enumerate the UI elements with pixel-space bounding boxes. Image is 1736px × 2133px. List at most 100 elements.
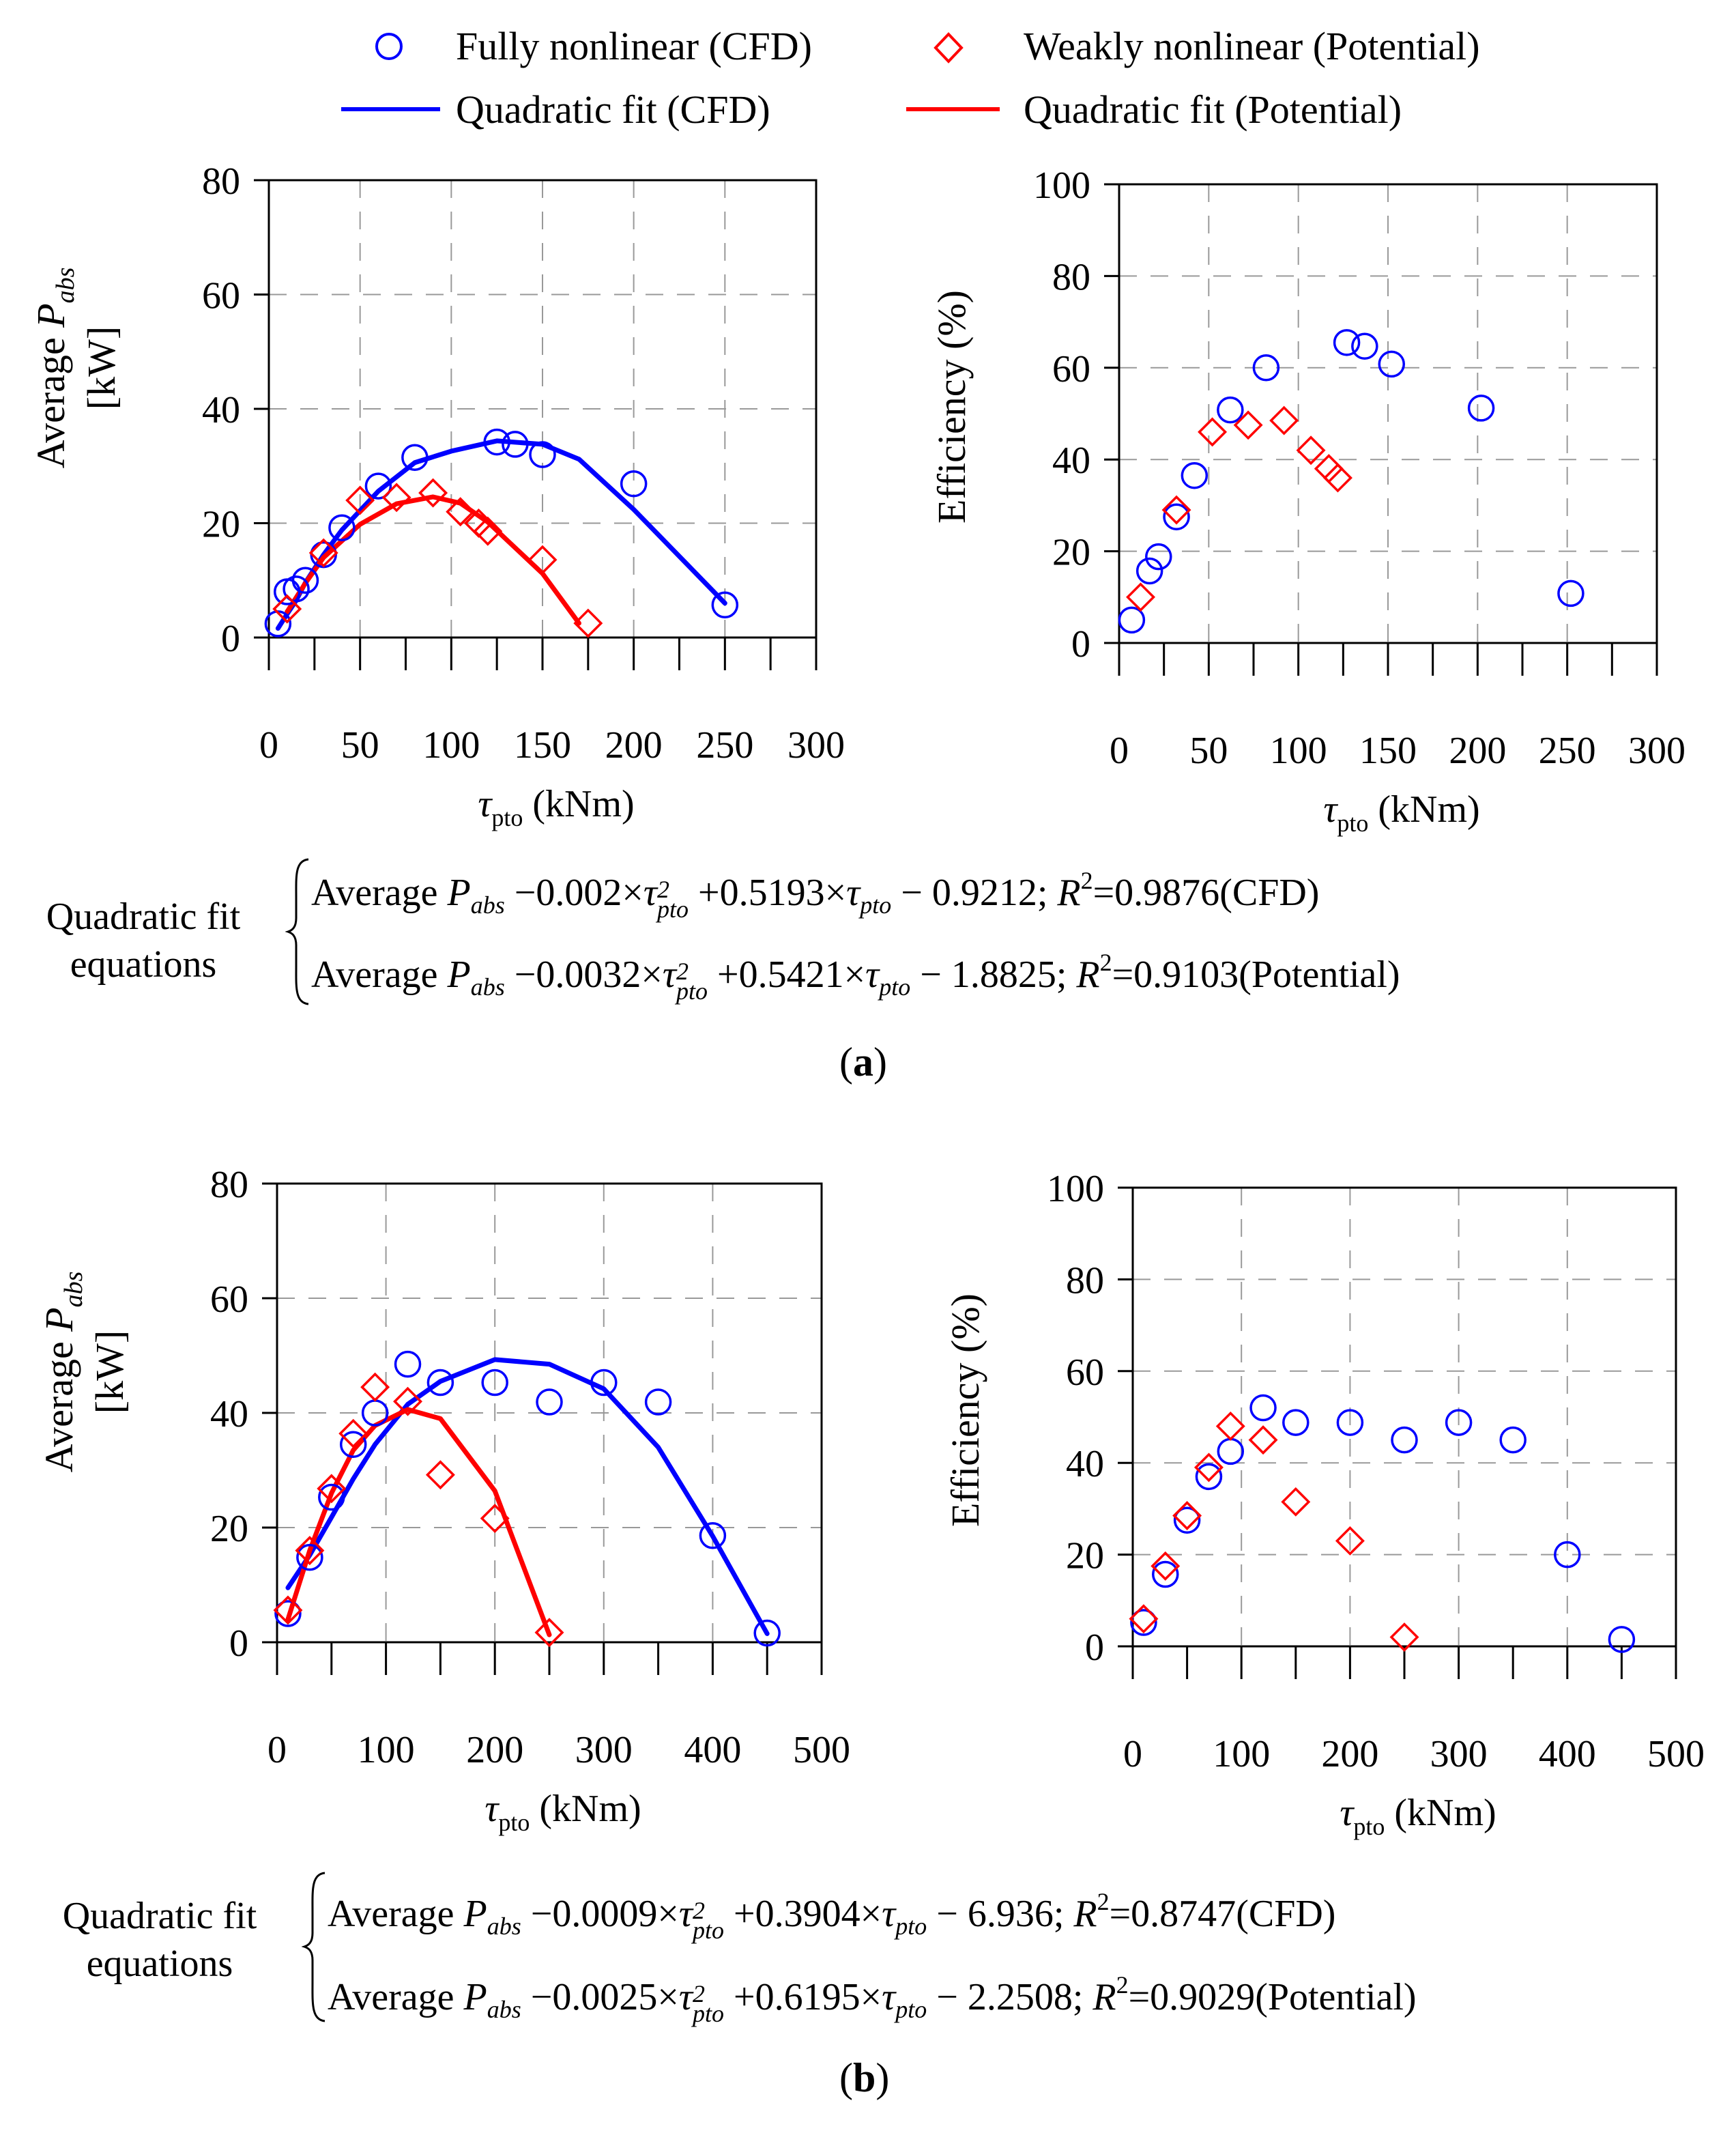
equation-label-b: Quadratic fit equations	[30, 1892, 289, 1988]
y-tick-label: 60	[202, 275, 240, 317]
x-axis-label: τpto (kNm)	[1323, 788, 1479, 837]
data-point-cfd	[536, 1388, 563, 1416]
equation-a-potential: Average Pabs −0.0032×τ2 pto +0.5421×τpto …	[311, 949, 1400, 1005]
data-point-potential	[273, 1595, 303, 1625]
data-point-cfd	[590, 1369, 618, 1397]
x-tick-label: 300	[575, 1729, 633, 1771]
data-point-cfd	[1135, 557, 1163, 585]
x-axis-label: τpto (kNm)	[478, 783, 634, 831]
equation-label-a: Quadratic fit equations	[14, 893, 273, 988]
data-point-potential	[425, 1460, 455, 1490]
eq-r2: =0.8747	[1109, 1893, 1236, 1935]
legend-potential-marker	[934, 32, 964, 63]
y-tick-label: 60	[1052, 348, 1090, 390]
data-point-potential	[527, 545, 558, 575]
data-point-cfd	[1391, 1426, 1418, 1454]
x-tick-label: 150	[514, 724, 571, 767]
eq-c2: −0.0025	[530, 1976, 658, 2018]
y-axis-label-line2: [kW]	[87, 1330, 132, 1414]
x-tick-label: 50	[1189, 730, 1228, 772]
data-point-cfd	[274, 1600, 302, 1627]
y-tick-label: 40	[1052, 440, 1090, 482]
eq-lhs: Average	[328, 1893, 454, 1935]
data-point-cfd	[1152, 1560, 1179, 1588]
eq-p-symbol: P	[463, 1893, 487, 1935]
legend-pot-fit-label: Quadratic fit (Potential)	[1024, 87, 1402, 132]
data-point-potential	[317, 1474, 347, 1504]
equation-a-cfd: Average Pabs −0.002×τ2 pto +0.5193×τpto −…	[311, 867, 1320, 923]
x-tick-label: 0	[259, 724, 278, 767]
eq-r2: =0.9876	[1093, 872, 1220, 914]
eq-c2: −0.0009	[530, 1893, 658, 1935]
y-tick-label: 20	[1066, 1535, 1104, 1577]
data-point-cfd	[502, 431, 529, 458]
eq-c1: +0.5193	[697, 872, 825, 914]
eq-p-sub: abs	[470, 891, 505, 919]
eq-c1: +0.5421	[717, 954, 844, 996]
equation-label-line2: equations	[86, 1943, 233, 1985]
y-tick-label: 40	[210, 1393, 248, 1435]
data-point-cfd	[481, 1369, 508, 1397]
data-point-potential	[295, 1536, 325, 1566]
data-point-cfd	[1163, 503, 1190, 530]
x-tick-label: 200	[605, 724, 663, 767]
y-tick-label: 0	[221, 618, 240, 660]
equation-b-potential: Average Pabs −0.0025×τ2 pto +0.6195×τpto …	[328, 1971, 1417, 2027]
data-point-potential	[1248, 1425, 1278, 1455]
data-point-potential	[1322, 463, 1352, 493]
eq-p-symbol: P	[447, 954, 471, 996]
data-point-potential	[473, 516, 503, 546]
x-tick-label: 200	[1449, 730, 1506, 772]
data-point-cfd	[1336, 1409, 1364, 1436]
x-tick-label: 200	[466, 1729, 523, 1771]
y-tick-label: 80	[202, 160, 240, 203]
data-point-cfd	[711, 591, 739, 619]
eq-c0: − 2.2508;	[936, 1976, 1084, 2018]
data-point-potential	[1296, 435, 1326, 466]
data-point-potential	[1151, 1551, 1181, 1581]
data-point-potential	[1129, 1604, 1159, 1634]
data-point-cfd	[283, 575, 310, 603]
eq-p-sub: abs	[487, 1996, 521, 2023]
data-point-cfd	[1282, 1409, 1310, 1436]
y-tick-label: 100	[1047, 1168, 1104, 1210]
y-axis-label-line1: Average Pabs	[29, 268, 80, 469]
equation-b-cfd: Average Pabs −0.0009×τ2 pto +0.3904×τpto …	[328, 1888, 1336, 1944]
eq-c0: − 0.9212;	[901, 872, 1048, 914]
chart-b-power: 0 20 40 60 80 0 100 200 300 400 500 τpto (kNm) Avera…	[37, 1164, 850, 1836]
x-tick-label: 300	[1628, 730, 1686, 772]
data-point-potential	[446, 497, 476, 527]
y-axis-label-line2: [kW]	[79, 326, 124, 410]
data-point-cfd	[644, 1388, 672, 1416]
data-point-potential	[1215, 1411, 1245, 1441]
data-point-potential	[1126, 582, 1155, 612]
legend-cfd-points-label: Fully nonlinear (CFD)	[456, 24, 812, 68]
data-point-potential	[308, 538, 338, 568]
data-point-cfd	[1145, 543, 1172, 571]
data-point-potential	[534, 1618, 564, 1648]
y-tick-label: 20	[202, 504, 240, 546]
eq-p-sub: abs	[487, 1913, 521, 1940]
panel-label-b: (b)	[839, 2055, 890, 2100]
eq-r2: =0.9103	[1112, 954, 1239, 996]
data-point-cfd	[1378, 350, 1406, 378]
x-tick-label: 300	[1430, 1733, 1488, 1775]
data-point-cfd	[339, 1431, 367, 1458]
x-tick-label: 200	[1321, 1733, 1378, 1775]
data-point-potential	[1389, 1622, 1419, 1652]
y-tick-label: 40	[1066, 1443, 1104, 1485]
data-point-potential	[573, 608, 603, 638]
data-point-cfd	[328, 514, 356, 541]
data-point-potential	[393, 1386, 422, 1416]
chart-b-eff: 0 20 40 60 80 100 0 100 200 300 400 500 τpto (kNm) Ef…	[943, 1168, 1705, 1840]
y-tick-label: 20	[210, 1508, 248, 1550]
equation-brace-a	[285, 858, 309, 1005]
y-axis-label: Efficiency (%)	[943, 1293, 987, 1527]
equation-brace-b	[302, 1872, 326, 2022]
data-point-cfd	[1252, 354, 1280, 382]
x-tick-label: 500	[793, 1729, 850, 1771]
y-tick-label: 0	[1071, 623, 1090, 665]
data-point-cfd	[753, 1619, 781, 1647]
plot-frame	[1131, 1186, 1677, 1648]
data-point-potential	[338, 1418, 368, 1448]
